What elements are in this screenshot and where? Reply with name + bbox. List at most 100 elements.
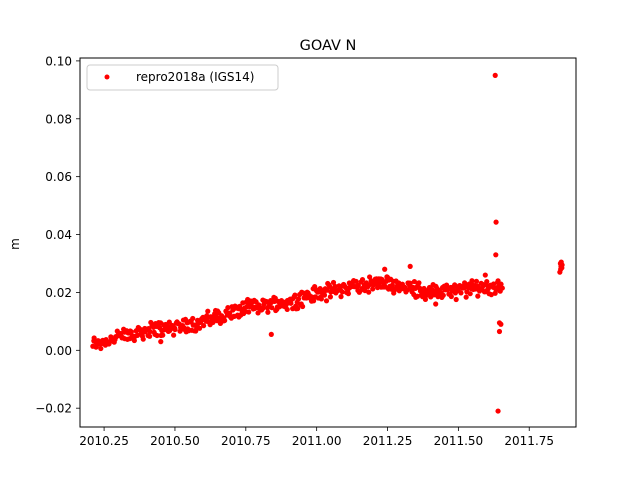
x-tick-label: 2010.50 <box>150 434 200 448</box>
data-point <box>458 290 464 296</box>
y-tick-label: 0.06 <box>45 170 72 184</box>
data-point <box>407 263 413 269</box>
data-point <box>440 292 446 298</box>
x-axis-ticks: 2010.25 2010.50 2010.75 2011.00 2011.25 2011.… <box>79 427 554 448</box>
data-point <box>493 252 499 258</box>
data-point <box>246 309 252 315</box>
data-point <box>366 289 372 295</box>
data-point <box>339 289 345 295</box>
data-point <box>416 280 422 286</box>
data-point <box>345 291 351 297</box>
data-point <box>323 298 330 304</box>
x-tick-label: 2010.25 <box>79 434 129 448</box>
data-point <box>414 293 421 299</box>
data-point <box>495 278 501 284</box>
x-tick-label: 2011.00 <box>292 434 342 448</box>
data-point <box>482 272 488 278</box>
data-point <box>492 290 498 296</box>
x-tick-label: 2011.50 <box>434 434 484 448</box>
y-tick-label: 0.08 <box>45 112 72 126</box>
y-tick-label: 0.10 <box>45 54 72 68</box>
data-point <box>268 331 274 337</box>
data-point <box>473 278 480 284</box>
data-point <box>389 282 395 288</box>
legend-box <box>86 64 279 91</box>
data-point <box>382 266 388 272</box>
data-point <box>422 296 429 303</box>
data-point <box>558 259 564 265</box>
data-point <box>359 277 366 283</box>
data-point <box>140 336 146 342</box>
plot-area-frame <box>79 57 577 428</box>
data-point <box>196 325 203 331</box>
data-point <box>484 279 490 285</box>
legend-marker <box>104 74 110 80</box>
legend-label: repro2018a (IGS14) <box>136 70 254 84</box>
data-point <box>190 315 196 322</box>
data-point <box>205 308 211 314</box>
x-tick-label: 2010.75 <box>221 434 271 448</box>
y-tick-label: 0.02 <box>45 286 72 300</box>
data-point <box>407 280 413 286</box>
data-point <box>498 321 504 327</box>
data-point <box>463 294 469 300</box>
data-point <box>353 278 359 285</box>
y-tick-label: 0.04 <box>45 228 72 242</box>
data-point <box>284 306 290 313</box>
data-point <box>299 303 306 310</box>
data-point <box>225 305 231 311</box>
data-point <box>265 309 271 315</box>
legend: repro2018a (IGS14) <box>86 64 279 91</box>
y-tick-label: 0.00 <box>45 344 72 358</box>
data-point <box>493 219 499 225</box>
data-point <box>160 332 166 338</box>
data-point <box>321 292 328 298</box>
data-point <box>469 278 475 284</box>
data-point <box>355 282 361 289</box>
data-point <box>499 285 505 291</box>
data-point <box>448 293 454 300</box>
data-point <box>453 296 459 303</box>
y-tick-label: −0.02 <box>35 402 72 416</box>
data-point <box>171 332 177 338</box>
data-point <box>147 333 153 339</box>
data-point <box>131 337 137 344</box>
data-point <box>288 300 294 306</box>
data-point <box>370 286 376 292</box>
data-point <box>492 72 498 78</box>
data-point <box>498 281 504 287</box>
data-point <box>295 296 302 302</box>
x-tick-label: 2011.25 <box>363 434 413 448</box>
chart-title: GOAV N <box>300 38 357 54</box>
data-point <box>475 293 481 299</box>
data-point <box>433 301 439 307</box>
data-points <box>90 72 565 414</box>
data-point <box>154 332 160 339</box>
data-point <box>172 326 178 333</box>
y-axis-label: m <box>8 238 22 250</box>
data-point <box>158 339 164 345</box>
data-point <box>327 294 334 300</box>
data-point <box>411 278 418 285</box>
data-point <box>98 345 104 352</box>
data-point <box>295 305 301 312</box>
data-point <box>222 317 228 324</box>
data-point <box>495 408 501 414</box>
x-tick-label: 2011.75 <box>504 434 554 448</box>
data-point <box>404 287 410 293</box>
data-point <box>318 296 324 302</box>
data-point <box>201 323 207 329</box>
data-point <box>338 294 344 300</box>
data-point <box>269 305 275 311</box>
data-point <box>292 292 298 298</box>
data-point <box>496 328 503 335</box>
y-axis-ticks: −0.02 0.00 0.02 0.04 0.06 0.08 0.10 <box>35 54 80 416</box>
data-point <box>332 283 338 289</box>
data-point <box>558 266 564 272</box>
data-point <box>128 329 134 335</box>
data-point <box>311 298 317 304</box>
data-point <box>210 319 216 326</box>
data-point <box>467 291 473 297</box>
data-point <box>147 329 153 335</box>
